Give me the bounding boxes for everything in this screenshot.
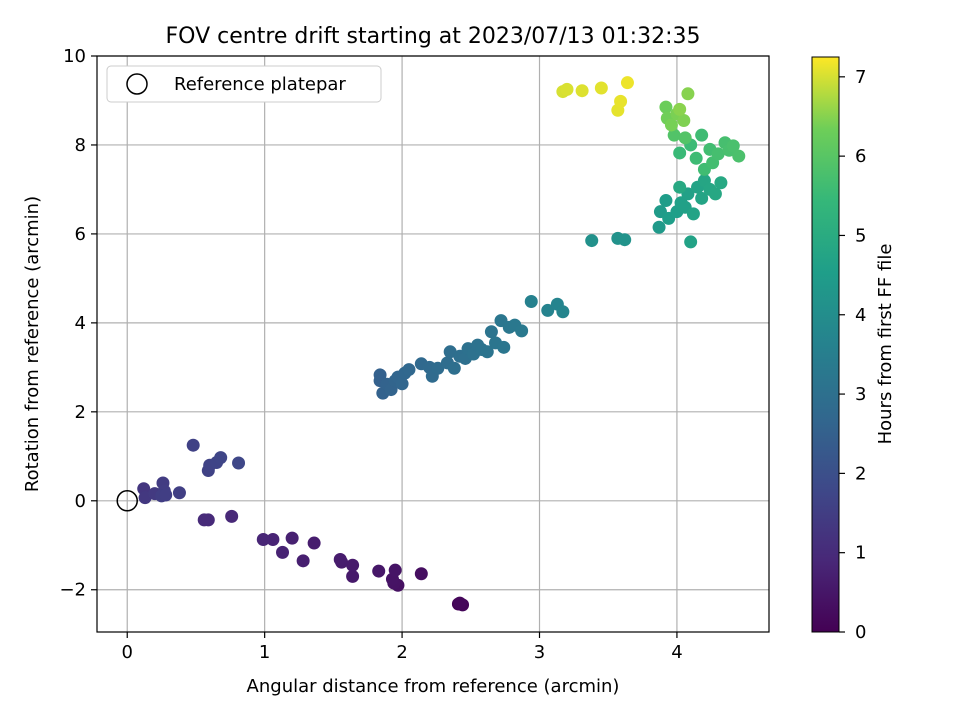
y-tick-label: 10 (63, 46, 86, 67)
data-point (515, 324, 529, 338)
colorbar-tick-label: 5 (855, 225, 866, 246)
data-point (232, 456, 246, 470)
data-point (225, 509, 239, 523)
data-point (172, 486, 186, 500)
y-tick-label: −2 (59, 580, 86, 601)
data-point (695, 191, 709, 205)
y-axis-ticks: −2 0 2 4 6 8 10 (59, 46, 97, 601)
data-point (681, 87, 695, 101)
data-point (714, 176, 728, 190)
x-tick-label: 1 (259, 642, 270, 663)
data-point (447, 361, 461, 375)
colorbar-gradient (811, 56, 840, 633)
data-point (585, 234, 599, 248)
colorbar-tick-label: 0 (855, 622, 866, 643)
legend-box (106, 65, 382, 103)
data-point (296, 554, 310, 568)
data-point (276, 545, 290, 559)
colorbar-label: Hours from first FF file (875, 244, 896, 445)
reference-platepar-marker (116, 490, 138, 512)
data-point (708, 187, 722, 201)
data-point (620, 76, 634, 90)
data-point (594, 81, 608, 95)
data-point (726, 139, 740, 153)
plot-area-frame (96, 55, 770, 633)
data-point (346, 569, 360, 583)
grid-lines (97, 55, 769, 632)
data-point (414, 567, 428, 581)
y-tick-label: 8 (75, 135, 86, 156)
data-point (266, 532, 280, 546)
data-point (524, 295, 538, 309)
colorbar-tick-label: 2 (855, 463, 866, 484)
x-tick-label: 0 (122, 642, 133, 663)
data-point (484, 325, 498, 339)
data-point (664, 118, 678, 132)
data-point (402, 363, 416, 377)
x-axis-ticks: 0 1 2 3 4 (122, 632, 683, 663)
legend-label: Reference platepar (174, 74, 346, 95)
data-point (159, 488, 173, 502)
y-tick-label: 0 (75, 491, 86, 512)
data-point (388, 563, 402, 577)
data-point (673, 180, 687, 194)
data-point (659, 194, 673, 208)
y-tick-label: 6 (75, 224, 86, 245)
data-point (541, 303, 555, 317)
data-point (695, 128, 709, 142)
data-point (256, 532, 270, 546)
colorbar-tick-label: 3 (855, 384, 866, 405)
data-point (686, 207, 700, 221)
colorbar-tick-label: 7 (855, 67, 866, 88)
data-point (285, 531, 299, 545)
data-point (732, 149, 746, 163)
y-axis-label: Rotation from reference (arcmin) (22, 196, 43, 492)
data-point (214, 451, 228, 465)
data-point (431, 361, 445, 375)
data-point (556, 305, 570, 319)
legend: Reference platepar (106, 65, 382, 103)
data-point (618, 233, 632, 247)
x-tick-label: 4 (671, 642, 682, 663)
data-point (395, 377, 409, 391)
data-point (673, 102, 687, 116)
data-point (372, 564, 386, 578)
data-point (652, 220, 666, 234)
data-point (453, 596, 467, 610)
y-tick-label: 2 (75, 402, 86, 423)
data-point (307, 536, 321, 550)
data-point (673, 146, 687, 160)
data-point (689, 151, 703, 165)
data-point (480, 345, 494, 359)
data-points (137, 76, 746, 612)
data-point (659, 100, 673, 114)
data-point (711, 147, 725, 161)
colorbar-tick-label: 4 (855, 305, 866, 326)
data-point (186, 438, 200, 452)
data-point (677, 113, 691, 127)
x-axis-label: Angular distance from reference (arcmin) (247, 676, 620, 697)
data-point (333, 552, 347, 566)
data-point (678, 131, 692, 145)
data-point (614, 94, 628, 108)
data-point (575, 84, 589, 98)
reference-marker (116, 490, 138, 512)
y-tick-label: 4 (75, 313, 86, 334)
x-tick-label: 3 (534, 642, 545, 663)
colorbar: 0 1 2 3 4 5 6 7 Hours from first FF file (811, 56, 896, 643)
data-point (346, 558, 360, 572)
data-point (560, 82, 574, 96)
chart-title: FOV centre drift starting at 2023/07/13 … (166, 24, 701, 49)
data-point (667, 128, 681, 142)
data-point (497, 340, 511, 354)
colorbar-tick-label: 6 (855, 146, 866, 167)
legend-marker-icon (126, 73, 148, 95)
data-point (684, 235, 698, 249)
x-tick-label: 2 (396, 642, 407, 663)
colorbar-tick-label: 1 (855, 543, 866, 564)
colorbar-ticks: 0 1 2 3 4 5 6 7 (839, 67, 866, 643)
data-point (197, 513, 211, 527)
